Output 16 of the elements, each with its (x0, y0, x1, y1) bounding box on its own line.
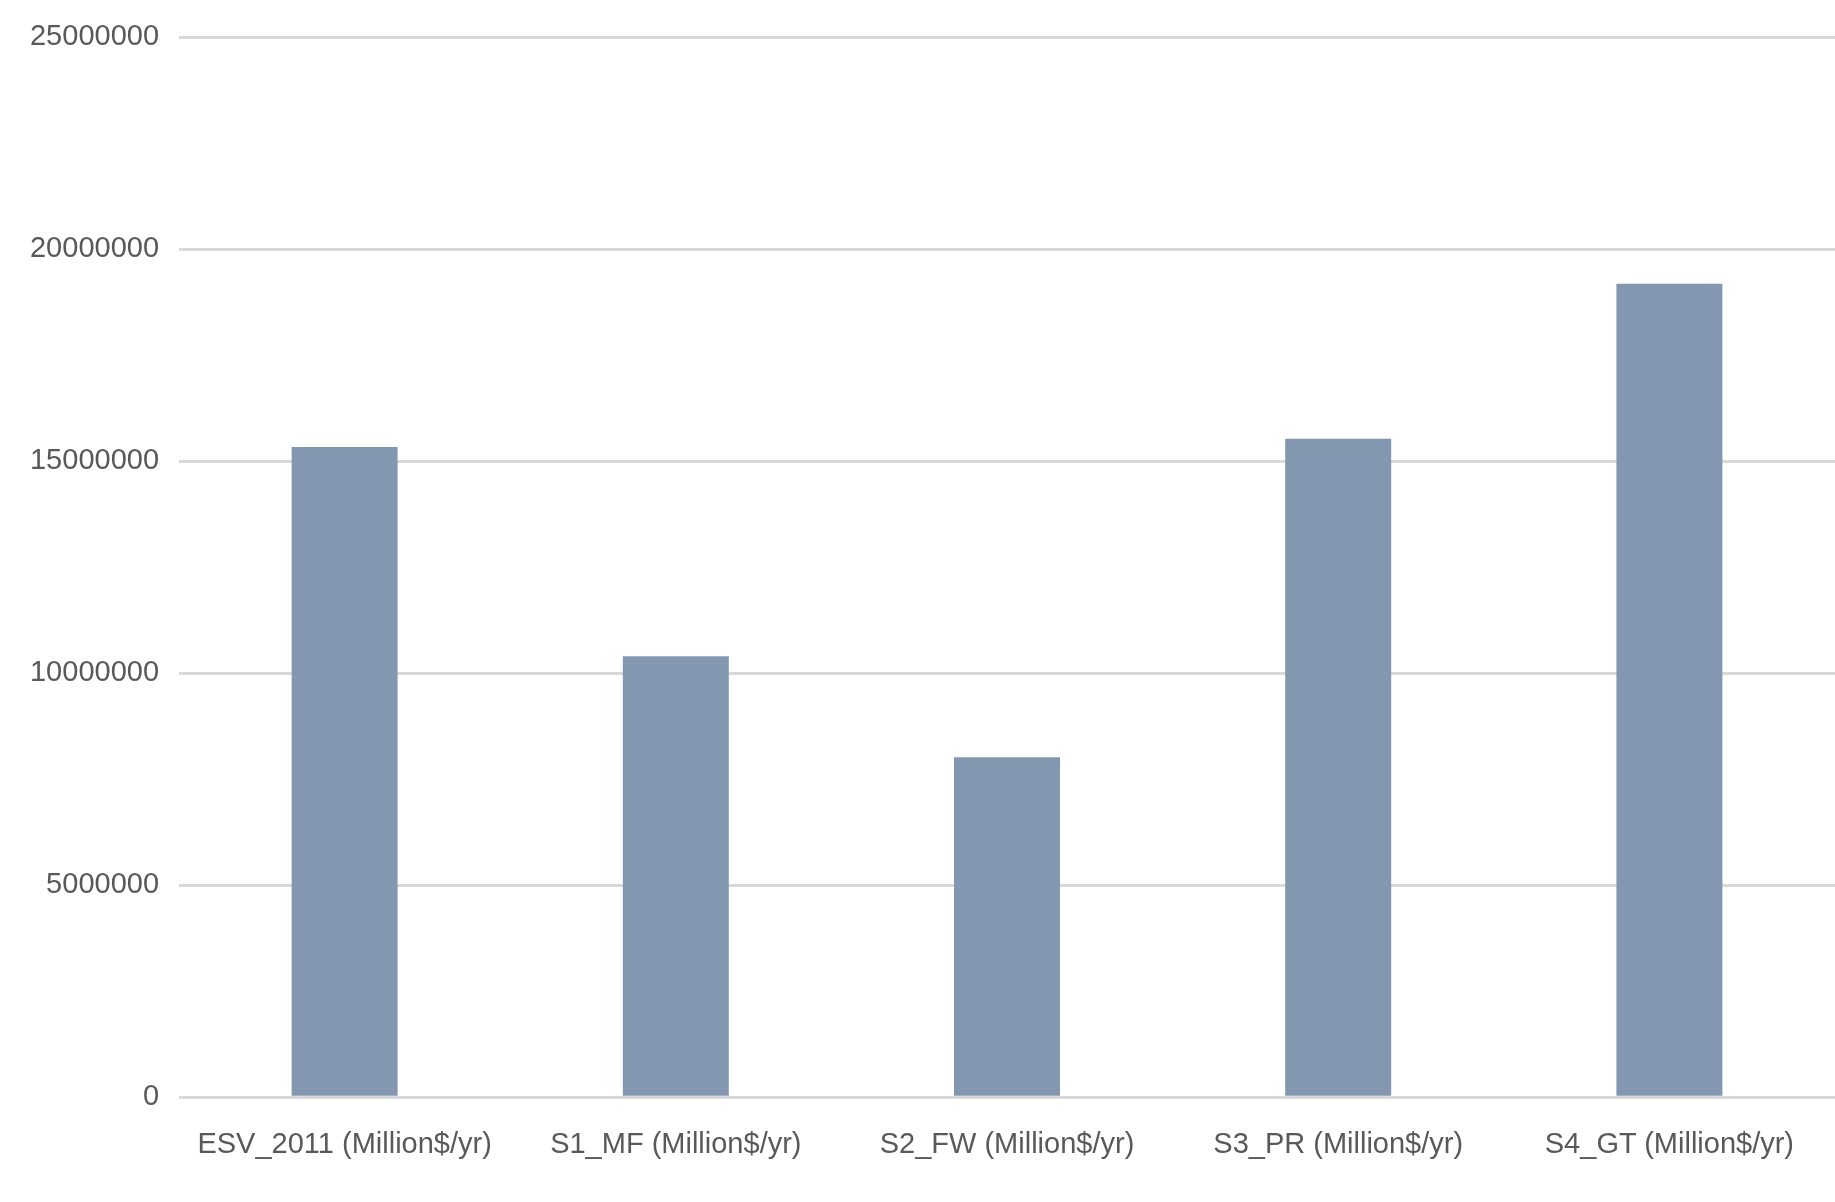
y-tick-label: 10000000 (30, 655, 160, 688)
bar (1285, 438, 1392, 1096)
x-tick-label: S1_MF (Million$/yr) (550, 1126, 802, 1159)
bar (1616, 283, 1723, 1096)
y-tick-label: 5000000 (46, 867, 160, 900)
y-tick-label: 15000000 (30, 443, 160, 476)
x-tick-label: S2_FW (Million$/yr) (879, 1126, 1135, 1159)
bar (622, 656, 729, 1096)
y-tick-label: 0 (142, 1079, 160, 1112)
bar (954, 757, 1061, 1096)
bar (291, 446, 398, 1096)
y-tick-label: 25000000 (30, 19, 160, 52)
y-tick-label: 20000000 (30, 231, 160, 264)
x-tick-label: S3_PR (Million$/yr) (1213, 1126, 1464, 1159)
x-tick-label: ESV_2011 (Million$/yr) (197, 1126, 492, 1159)
x-tick-label: S4_GT (Million$/yr) (1544, 1126, 1795, 1159)
